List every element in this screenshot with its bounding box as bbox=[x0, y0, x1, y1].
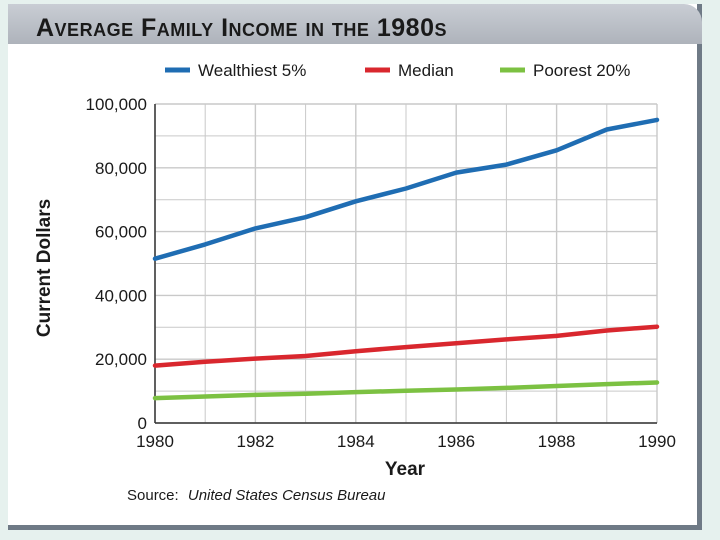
y-tick-label: 0 bbox=[138, 414, 147, 433]
y-axis-title: Current Dollars bbox=[34, 199, 55, 337]
y-tick-label: 20,000 bbox=[95, 350, 147, 369]
x-tick-label: 1984 bbox=[337, 432, 375, 451]
legend: Wealthiest 5% Median Poorest 20% bbox=[165, 61, 630, 80]
x-tick-label: 1986 bbox=[437, 432, 475, 451]
series-line-wealthiest-5 bbox=[152, 117, 660, 261]
title-bar: Average Family Income in the 1980s bbox=[8, 4, 702, 44]
axes: 0 20,000 40,000 60,000 80,000 100,000 1980 1982… bbox=[86, 95, 676, 451]
chart-frame bbox=[8, 4, 702, 530]
y-tick-label: 80,000 bbox=[95, 159, 147, 178]
y-tick-label: 100,000 bbox=[86, 95, 147, 114]
legend-label-poorest-20: Poorest 20% bbox=[533, 61, 630, 80]
chart-title: Average Family Income in the 1980s bbox=[36, 14, 447, 42]
source-label: Source: bbox=[127, 487, 179, 504]
x-tick-label: 1982 bbox=[236, 432, 274, 451]
y-tick-label: 60,000 bbox=[95, 223, 147, 242]
legend-label-wealthiest-5: Wealthiest 5% bbox=[198, 61, 306, 80]
legend-label-median: Median bbox=[398, 61, 454, 80]
source-note: Source: United States Census Bureau bbox=[127, 487, 386, 504]
x-tick-label: 1988 bbox=[538, 432, 576, 451]
source-text: United States Census Bureau bbox=[188, 487, 386, 504]
x-tick-label: 1980 bbox=[136, 432, 174, 451]
x-tick-label: 1990 bbox=[638, 432, 676, 451]
series-lines bbox=[152, 117, 660, 401]
series-line-poorest-20 bbox=[152, 380, 660, 401]
grid bbox=[154, 103, 658, 424]
series-line-median bbox=[152, 324, 660, 368]
y-tick-label: 40,000 bbox=[95, 286, 147, 305]
x-axis-title: Year bbox=[385, 459, 426, 480]
